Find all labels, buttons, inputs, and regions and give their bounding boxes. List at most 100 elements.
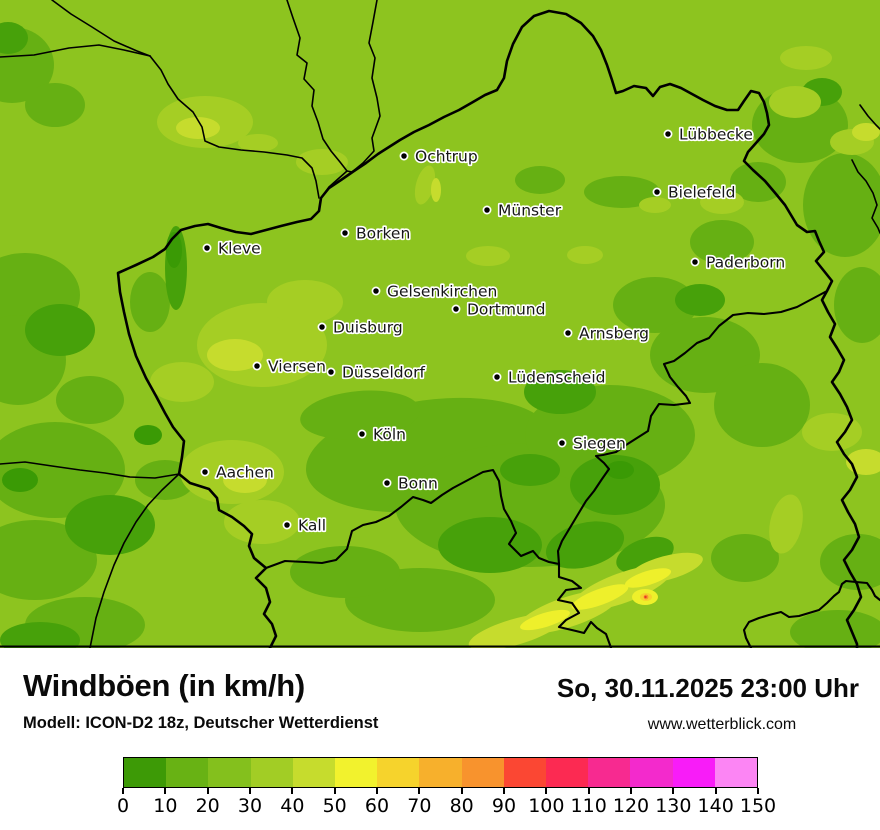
legend-tick-label: 30 bbox=[237, 795, 263, 817]
legend-seg-140-150 bbox=[714, 758, 758, 787]
city-dot-icon bbox=[317, 322, 327, 332]
legend-seg-60-70 bbox=[377, 758, 420, 787]
legend-tick bbox=[545, 788, 548, 794]
legend-tick bbox=[587, 788, 590, 794]
city-label: Dortmund bbox=[467, 301, 545, 319]
legend-seg-120-130 bbox=[630, 758, 673, 787]
legend-tick bbox=[418, 788, 421, 794]
legend-tick bbox=[757, 788, 759, 794]
border-nl-diagonal bbox=[51, 0, 151, 57]
legend-tick bbox=[333, 788, 336, 794]
border-north-1 bbox=[286, 0, 348, 199]
border-ne-2 bbox=[859, 104, 880, 130]
city-label: Münster bbox=[498, 202, 562, 220]
legend-tick-label: 70 bbox=[407, 795, 432, 817]
city-label: Bonn bbox=[398, 475, 438, 493]
city-label: Gelsenkirchen bbox=[387, 283, 497, 301]
city-label: Lüdenscheid bbox=[508, 369, 606, 387]
legend-tick bbox=[714, 788, 717, 794]
city-dot-icon bbox=[663, 129, 673, 139]
city-label: Kleve bbox=[218, 240, 261, 258]
city-marker-kleve: Kleve bbox=[202, 238, 262, 259]
city-label: Viersen bbox=[268, 358, 326, 376]
map-svg: Ochtrup Lübbecke Münster Bielefeld Borken Kle… bbox=[0, 0, 880, 648]
city-dot-icon bbox=[382, 478, 392, 488]
legend-tick-label: 140 bbox=[697, 795, 734, 817]
city-label: Bielefeld bbox=[668, 184, 735, 202]
legend-tick bbox=[672, 788, 675, 794]
city-dot-icon bbox=[492, 372, 502, 382]
map-bottom-border bbox=[0, 645, 880, 648]
website-link: www.wetterblick.com bbox=[647, 716, 797, 733]
map-datetime: So, 30.11.2025 23:00 Uhr bbox=[556, 673, 859, 703]
city-marker-ochtrup: Ochtrup bbox=[399, 146, 479, 167]
city-marker-kall: Kall bbox=[282, 515, 328, 536]
info-panel: Windböen (in km/h) So, 30.11.2025 23:00 … bbox=[0, 648, 880, 830]
city-label: Lübbecke bbox=[679, 126, 753, 144]
city-label: Paderborn bbox=[706, 254, 785, 272]
legend-ticks: 0 10 20 30 40 50 60 70 80 90 100 110 120 130 140 150 bbox=[117, 788, 776, 817]
legend-seg-30-40 bbox=[250, 758, 293, 787]
border-lines bbox=[0, 0, 880, 648]
city-label: Duisburg bbox=[333, 319, 403, 337]
legend-tick bbox=[206, 788, 209, 794]
legend-tick-label: 120 bbox=[612, 795, 650, 817]
city-dot-icon bbox=[371, 286, 381, 296]
legend-seg-40-50 bbox=[292, 758, 336, 787]
legend-seg-10-20 bbox=[166, 758, 209, 787]
legend-tick bbox=[291, 788, 294, 794]
city-dot-icon bbox=[482, 205, 492, 215]
legend-tick-label: 80 bbox=[449, 795, 474, 817]
city-marker-dusseldorf: Düsseldorf bbox=[326, 362, 427, 383]
legend-bar bbox=[123, 757, 758, 788]
city-label: Düsseldorf bbox=[342, 364, 425, 382]
city-marker-ludenscheid: Lüdenscheid bbox=[492, 367, 607, 388]
legend-seg-80-90 bbox=[461, 758, 504, 787]
legend-seg-90-100 bbox=[503, 758, 547, 787]
border-siegen bbox=[556, 289, 829, 566]
legend-tick bbox=[249, 788, 251, 794]
city-marker-koln: Köln bbox=[357, 424, 408, 445]
city-label: Kall bbox=[298, 517, 326, 535]
city-label: Borken bbox=[356, 225, 410, 243]
border-belgium-1 bbox=[0, 461, 180, 479]
city-dot-icon bbox=[200, 467, 210, 477]
wind-speed-field bbox=[0, 0, 880, 648]
city-dot-icon bbox=[399, 151, 409, 161]
legend-tick-label: 50 bbox=[322, 795, 347, 817]
city-dot-icon bbox=[282, 520, 292, 530]
city-dot-icon bbox=[690, 257, 700, 267]
legend-seg-20-30 bbox=[208, 758, 251, 787]
legend-tick-label: 90 bbox=[491, 795, 517, 817]
city-marker-aachen: Aachen bbox=[200, 462, 275, 483]
city-dot-icon bbox=[563, 328, 573, 338]
city-dot-icon bbox=[652, 187, 662, 197]
legend-tick bbox=[376, 788, 378, 794]
border-south-rlp bbox=[264, 468, 613, 648]
city-marker-munster: Münster bbox=[482, 200, 563, 221]
city-marker-viersen: Viersen bbox=[252, 356, 328, 377]
city-marker-bonn: Bonn bbox=[382, 473, 439, 494]
legend-seg-100-110 bbox=[546, 758, 589, 787]
city-marker-lubbecke: Lübbecke bbox=[663, 124, 754, 145]
city-label: Arnsberg bbox=[579, 325, 649, 343]
legend-tick-label: 100 bbox=[528, 795, 565, 817]
legend-tick-label: 10 bbox=[153, 795, 178, 817]
legend-tick-label: 150 bbox=[739, 795, 777, 817]
city-marker-gelsenkirchen: Gelsenkirchen bbox=[371, 281, 499, 302]
legend-seg-130-140 bbox=[672, 758, 715, 787]
city-label: Köln bbox=[373, 426, 406, 444]
legend-seg-0-10 bbox=[124, 758, 167, 787]
border-nl-west bbox=[0, 44, 151, 58]
city-marker-paderborn: Paderborn bbox=[690, 252, 787, 273]
legend-tick-label: 40 bbox=[280, 795, 305, 817]
wind-gust-map: Ochtrup Lübbecke Münster Bielefeld Borken Kle… bbox=[0, 0, 880, 648]
city-label: Siegen bbox=[573, 435, 626, 453]
border-nrw-outline bbox=[116, 9, 863, 648]
map-title: Windböen (in km/h) bbox=[23, 668, 305, 703]
border-north-2 bbox=[346, 0, 381, 173]
city-dot-icon bbox=[340, 228, 350, 238]
city-label: Aachen bbox=[216, 464, 274, 482]
legend-tick bbox=[164, 788, 167, 794]
legend-tick bbox=[630, 788, 632, 794]
